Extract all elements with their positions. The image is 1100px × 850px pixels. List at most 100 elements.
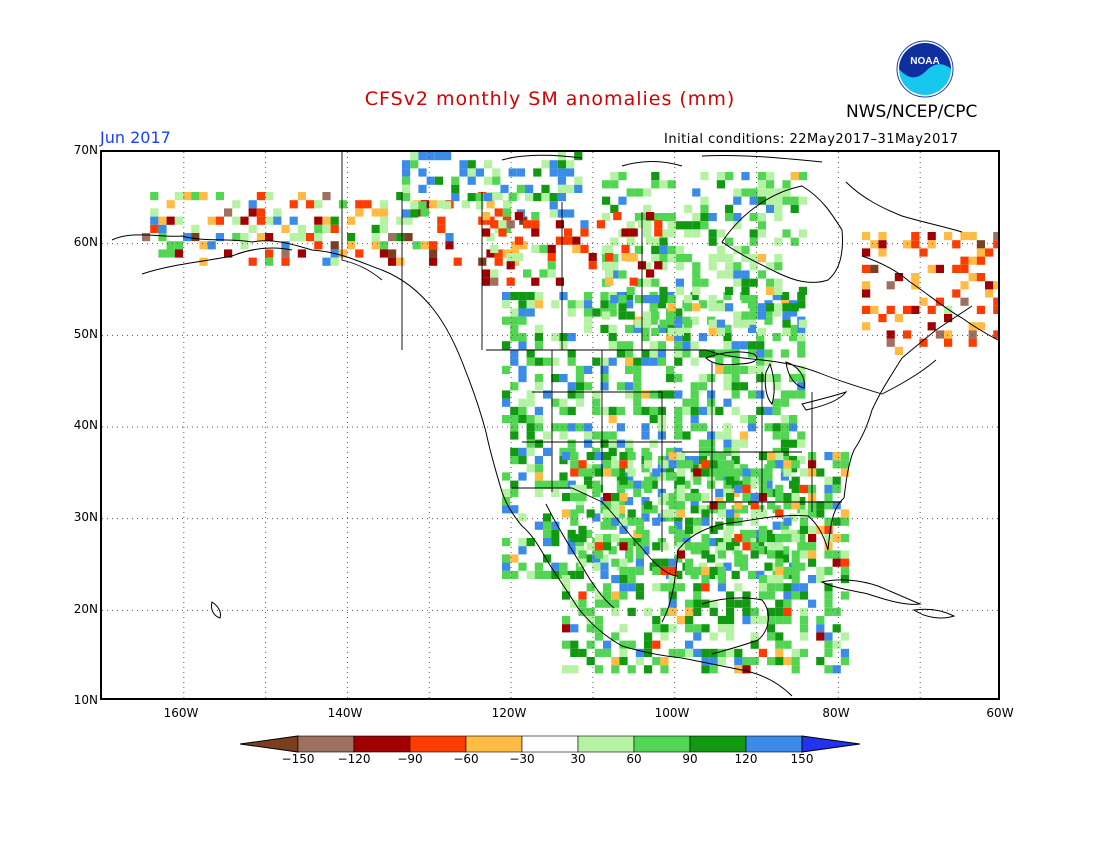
- anomaly-cell: [780, 415, 789, 424]
- colorbar-swatch: [521, 735, 579, 753]
- anomaly-cell: [772, 521, 781, 530]
- coastline-hudson-bay: [721, 185, 843, 283]
- anomaly-cell: [534, 300, 543, 309]
- anomaly-cell: [627, 468, 636, 477]
- anomaly-cell: [572, 236, 581, 245]
- anomaly-cell: [791, 648, 800, 657]
- colorbar-swatch: [353, 735, 411, 753]
- anomaly-cell: [764, 480, 773, 489]
- anomaly-cell: [594, 550, 603, 559]
- anomaly-cell: [676, 583, 685, 592]
- anomaly-cell: [402, 184, 411, 193]
- anomaly-cell: [603, 591, 612, 600]
- anomaly-cell: [567, 349, 576, 358]
- anomaly-cell: [775, 616, 784, 625]
- anomaly-cell: [610, 204, 619, 213]
- anomaly-cell: [586, 657, 595, 666]
- anomaly-cell: [758, 591, 767, 600]
- anomaly-cell: [824, 550, 833, 559]
- anomaly-cell: [574, 176, 583, 185]
- anomaly-cell: [625, 390, 634, 399]
- anomaly-cell: [690, 456, 699, 465]
- anomaly-cell: [659, 286, 668, 295]
- anomaly-cell: [418, 152, 427, 161]
- anomaly-cell: [903, 330, 912, 339]
- anomaly-cell: [734, 558, 743, 567]
- anomaly-cell: [526, 398, 535, 407]
- anomaly-cell: [502, 488, 511, 497]
- anomaly-cell: [541, 160, 550, 169]
- anomaly-cell: [799, 509, 808, 518]
- anomaly-cell: [715, 406, 724, 415]
- anomaly-cell: [757, 196, 766, 205]
- anomaly-cell: [690, 398, 699, 407]
- anomaly-cell: [750, 607, 759, 616]
- anomaly-cell: [584, 308, 593, 317]
- anomaly-cell: [660, 542, 669, 551]
- anomaly-cell: [265, 233, 274, 242]
- coastline-alaska: [111, 234, 487, 433]
- anomaly-cell: [600, 357, 609, 366]
- anomaly-cell: [692, 286, 701, 295]
- anomaly-cell: [437, 216, 446, 225]
- anomaly-cell: [240, 241, 249, 250]
- anomaly-cell: [557, 168, 566, 177]
- anomaly-cell: [494, 249, 503, 258]
- anomaly-cell: [578, 484, 587, 493]
- anomaly-cell: [780, 554, 789, 563]
- anomaly-cell: [526, 439, 535, 448]
- anomaly-cell: [693, 517, 702, 526]
- anomaly-cell: [742, 616, 751, 625]
- anomaly-cell: [758, 525, 767, 534]
- anomaly-cell: [840, 460, 849, 469]
- anomaly-cell: [619, 525, 628, 534]
- anomaly-cell: [726, 599, 735, 608]
- anomaly-cell: [832, 484, 841, 493]
- anomaly-cell: [749, 237, 758, 246]
- anomaly-cell: [534, 382, 543, 391]
- anomaly-cell: [534, 456, 543, 465]
- anomaly-cell: [643, 229, 652, 238]
- anomaly-cell: [641, 423, 650, 432]
- anomaly-cell: [526, 431, 535, 440]
- anomaly-cell: [799, 624, 808, 633]
- anomaly-cell: [619, 566, 628, 575]
- anomaly-cell: [840, 648, 849, 657]
- anomaly-cell: [701, 665, 710, 674]
- anomaly-cell: [993, 240, 998, 249]
- anomaly-cell: [775, 657, 784, 666]
- anomaly-cell: [682, 333, 691, 342]
- anomaly-cell: [690, 341, 699, 350]
- anomaly-cell: [297, 249, 306, 258]
- anomaly-cell: [764, 423, 773, 432]
- anomaly-cell: [289, 200, 298, 209]
- anomaly-cell: [797, 562, 806, 571]
- anomaly-cell: [791, 534, 800, 543]
- anomaly-cell: [347, 233, 356, 242]
- anomaly-cell: [723, 365, 732, 374]
- anomaly-cell: [502, 365, 511, 374]
- anomaly-cell: [783, 468, 792, 477]
- anomaly-cell: [174, 241, 183, 250]
- map-canvas: [102, 152, 998, 698]
- anomaly-cell: [626, 221, 635, 230]
- anomaly-cell: [502, 208, 511, 217]
- anomaly-cell: [453, 257, 462, 266]
- anomaly-cell: [682, 456, 691, 465]
- anomaly-cell: [741, 245, 750, 254]
- anomaly-cell: [927, 232, 936, 241]
- anomaly-cell: [518, 316, 527, 325]
- anomaly-cell: [726, 509, 735, 518]
- anomaly-cell: [709, 468, 718, 477]
- anomaly-cell: [824, 525, 833, 534]
- anomaly-cell: [619, 452, 628, 461]
- anomaly-cell: [824, 599, 833, 608]
- anomaly-cell: [611, 599, 620, 608]
- anomaly-cell: [757, 311, 766, 320]
- colorbar-swatch: [577, 735, 635, 753]
- anomaly-cell: [256, 192, 265, 201]
- anomaly-cell: [862, 289, 871, 298]
- anomaly-cell: [758, 484, 767, 493]
- anomaly-cell: [543, 529, 552, 538]
- anomaly-cell: [667, 213, 676, 222]
